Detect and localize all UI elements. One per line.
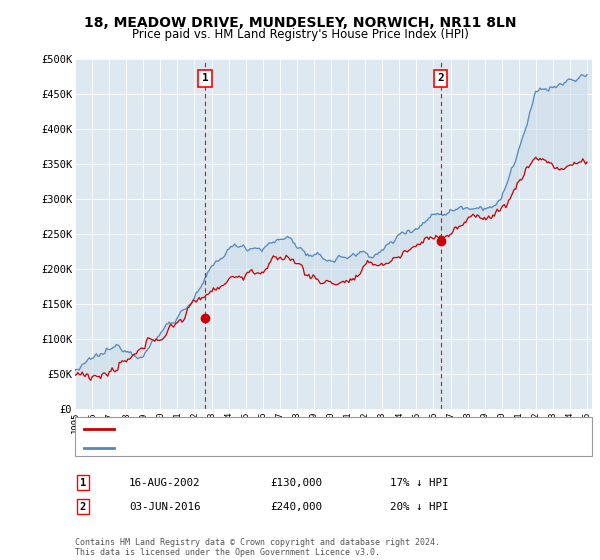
Text: £130,000: £130,000 (270, 478, 322, 488)
Text: 20% ↓ HPI: 20% ↓ HPI (390, 502, 449, 512)
Text: 16-AUG-2002: 16-AUG-2002 (129, 478, 200, 488)
Text: 18, MEADOW DRIVE, MUNDESLEY, NORWICH, NR11 8LN: 18, MEADOW DRIVE, MUNDESLEY, NORWICH, NR… (84, 16, 516, 30)
Text: 03-JUN-2016: 03-JUN-2016 (129, 502, 200, 512)
Text: Contains HM Land Registry data © Crown copyright and database right 2024.
This d: Contains HM Land Registry data © Crown c… (75, 538, 440, 557)
Text: 2: 2 (80, 502, 86, 512)
Text: 1: 1 (202, 73, 208, 83)
Text: 17% ↓ HPI: 17% ↓ HPI (390, 478, 449, 488)
Text: 1: 1 (80, 478, 86, 488)
Text: 2: 2 (437, 73, 444, 83)
Text: £240,000: £240,000 (270, 502, 322, 512)
Text: Price paid vs. HM Land Registry's House Price Index (HPI): Price paid vs. HM Land Registry's House … (131, 28, 469, 41)
Text: HPI: Average price, detached house, North Norfolk: HPI: Average price, detached house, Nort… (117, 443, 411, 453)
Text: 18, MEADOW DRIVE, MUNDESLEY, NORWICH, NR11 8LN (detached house): 18, MEADOW DRIVE, MUNDESLEY, NORWICH, NR… (117, 424, 495, 434)
